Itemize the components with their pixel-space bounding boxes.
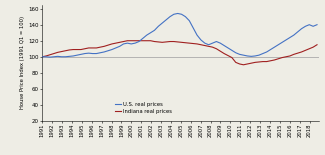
Legend: U.S. real prices, Indiana real prices: U.S. real prices, Indiana real prices <box>114 101 174 115</box>
Indiana real prices <box>199 44 203 46</box>
U.S. real prices <box>48 56 52 58</box>
U.S. real prices <box>83 53 87 55</box>
Indiana real prices <box>137 40 141 42</box>
Y-axis label: House Price Index (1991 Q1 = 100): House Price Index (1991 Q1 = 100) <box>20 16 25 109</box>
U.S. real prices <box>40 56 44 58</box>
Line: U.S. real prices: U.S. real prices <box>42 13 317 57</box>
Indiana real prices <box>218 50 222 52</box>
U.S. real prices <box>315 24 319 26</box>
U.S. real prices <box>203 42 207 44</box>
Line: Indiana real prices: Indiana real prices <box>42 41 317 65</box>
Indiana real prices <box>79 49 83 51</box>
Indiana real prices <box>125 40 129 42</box>
U.S. real prices <box>137 41 141 42</box>
Indiana real prices <box>230 57 234 58</box>
U.S. real prices <box>176 13 180 14</box>
Indiana real prices <box>315 44 319 46</box>
U.S. real prices <box>222 45 226 46</box>
U.S. real prices <box>234 52 238 54</box>
Indiana real prices <box>241 64 245 66</box>
U.S. real prices <box>300 28 304 30</box>
Indiana real prices <box>300 51 304 53</box>
Indiana real prices <box>40 56 44 58</box>
